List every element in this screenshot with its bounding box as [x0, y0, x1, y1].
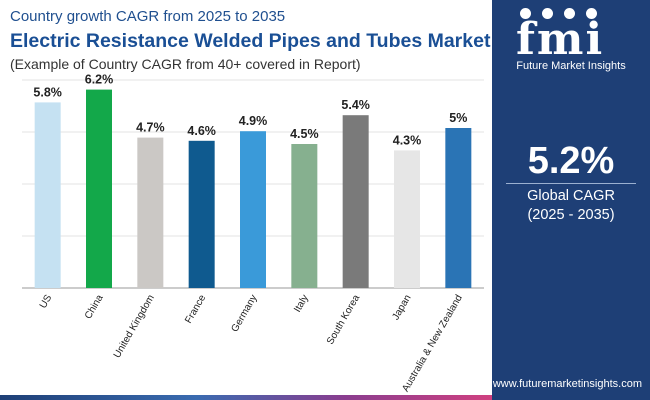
- bar-japan: [394, 150, 420, 288]
- x-tick-label: China: [83, 293, 106, 322]
- bar-france: [188, 140, 215, 288]
- global-cagr-label: Global CAGR: [527, 188, 615, 204]
- data-label: 4.9%: [239, 114, 268, 128]
- chart-title: Electric Resistance Welded Pipes and Tub…: [10, 30, 491, 52]
- data-label: 5.4%: [341, 98, 370, 112]
- global-cagr-range: (2025 - 2035): [527, 207, 615, 223]
- x-tick-label: Germany: [230, 293, 260, 334]
- x-tick-label: France: [183, 293, 208, 326]
- footer-gradient-bar: [0, 395, 492, 400]
- kpi-divider: [506, 183, 636, 184]
- x-tick-label: US: [38, 293, 55, 311]
- chart-note: (Example of Country CAGR from 40+ covere…: [10, 56, 361, 72]
- bar-south-korea: [342, 115, 369, 288]
- x-tick-label: Japan: [390, 293, 413, 322]
- data-label: 4.3%: [393, 133, 422, 147]
- bar-us: [34, 102, 61, 289]
- data-label: 5.8%: [33, 85, 62, 99]
- bar-italy: [291, 144, 318, 288]
- data-label: 6.2%: [85, 73, 114, 87]
- brand-logo: fmi Future Market Insights: [492, 4, 650, 74]
- footer-url[interactable]: www.futuremarketinsights.com: [492, 378, 642, 390]
- bar-united-kingdom: [137, 137, 164, 288]
- global-cagr-value: 5.2%: [527, 140, 615, 182]
- x-tick-label: Australia & New Zealand: [400, 293, 465, 394]
- side-panel: fmi Future Market Insights 5.2% Global C…: [492, 0, 650, 400]
- data-label: 4.7%: [136, 121, 165, 135]
- bar-chart: 5.8% US 6.2% China 4.7% United Kingdom 4.6% Fra…: [22, 73, 484, 394]
- bar-china: [86, 89, 112, 288]
- x-tick-label: South Korea: [325, 293, 363, 347]
- bar-australia-new-zealand: [445, 128, 472, 288]
- data-label: 5%: [449, 111, 467, 125]
- logo-caption: Future Market Insights: [516, 60, 626, 72]
- x-tick-label: Italy: [292, 293, 311, 314]
- x-tick-label: United Kingdom: [112, 293, 157, 360]
- chart-subtitle: Country growth CAGR from 2025 to 2035: [10, 8, 286, 25]
- bar-germany: [240, 131, 266, 288]
- logo-wordmark: fmi: [516, 14, 605, 65]
- data-label: 4.5%: [290, 127, 319, 141]
- data-label: 4.6%: [187, 124, 216, 138]
- logo-icons: [520, 6, 620, 20]
